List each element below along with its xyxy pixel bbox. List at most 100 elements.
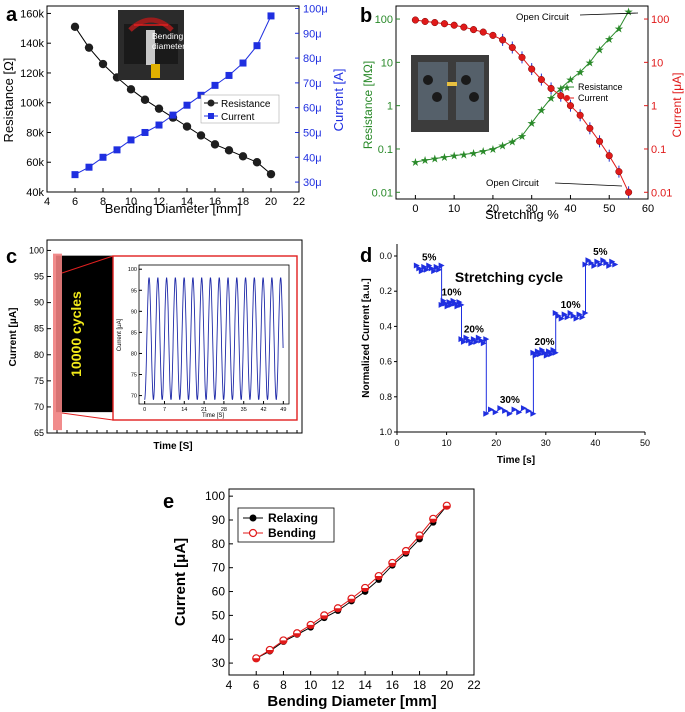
inset-photo-b (411, 55, 489, 132)
inset-y-tick-label-c: 70 (131, 394, 137, 400)
resistance-point-a (266, 169, 276, 179)
resistance-point-a (98, 59, 108, 69)
current-point-d (431, 268, 438, 275)
x-tick-label-e: 8 (280, 678, 287, 692)
plot-frame-c (46, 239, 303, 434)
y-tick-label-d: 0.0 (379, 251, 392, 261)
current-point-d (418, 268, 425, 275)
current-point-b (586, 124, 594, 132)
y-tick-label-e: 100 (205, 489, 225, 503)
current-point-d (525, 407, 532, 414)
current-point-d (552, 349, 559, 356)
inset-y-tick-label-c: 80 (131, 351, 137, 357)
legend-marker-current (208, 113, 214, 119)
y2-tick-label-b: 0.01 (651, 187, 672, 199)
y-tick-label-c: 70 (34, 402, 44, 412)
x-axis-label-c: Time [S] (153, 441, 192, 452)
y2-axis-label-a: Current [A] (331, 69, 346, 132)
y2-tick-label-b: 100 (651, 14, 669, 26)
current-point-b (489, 31, 497, 39)
resistance-point-a (238, 152, 248, 161)
y2-tick-label-a: 50μ (303, 127, 322, 139)
inset-label-a: Bending diameter (152, 31, 185, 51)
x-tick-label-d: 0 (394, 438, 399, 448)
x-tick-label-e: 20 (440, 678, 454, 692)
y-axis-label-a: Resistance [Ω] (1, 58, 16, 143)
inset-x-tick-label-c: 7 (163, 407, 166, 413)
y2-tick-label-a: 100μ (303, 3, 328, 15)
inset-y-tick-label-c: 75 (131, 373, 137, 379)
resistance-point-b: ★ (604, 34, 614, 46)
current-point-a (253, 42, 261, 50)
step-label-d: 20% (535, 337, 555, 348)
y-tick-label-a: 80k (26, 127, 44, 139)
y2-tick-label-a: 60μ (303, 103, 322, 115)
y-tick-label-b: 0.01 (372, 187, 393, 199)
panel-letter-c: c (6, 246, 17, 268)
current-point-d (541, 349, 548, 356)
panel-letter-a: a (6, 4, 18, 26)
y-axis-label-b: Resistance [MΩ] (361, 61, 375, 149)
resistance-point-b: ★ (420, 155, 430, 167)
x-tick-label-a: 8 (100, 196, 106, 208)
bending-point-fill-e (361, 587, 369, 592)
current-point-b (518, 53, 526, 61)
inset-label-text-2: diameter (152, 41, 185, 51)
y-tick-label-c: 95 (34, 272, 44, 282)
inset-current-trace-c (144, 277, 284, 400)
current-point-b (431, 18, 439, 27)
current-point-d (492, 409, 499, 416)
plot-frame-a (46, 5, 300, 193)
chart-b: 0 10 20 30 40 50 60 0.01 0.1 1 10 100 0.01 0.1 1 10 100 ★… (361, 5, 684, 222)
y2-tick-label-a: 30μ (303, 177, 322, 189)
inset-frame-c (138, 264, 290, 405)
y-tick-label-b: 0.1 (378, 144, 393, 156)
current-point-b (469, 26, 478, 34)
step-label-d: 30% (500, 395, 520, 406)
resistance-point-b: ★ (478, 146, 488, 158)
current-point-d (573, 315, 580, 322)
current-point-b (576, 111, 584, 119)
resistance-point-b: ★ (498, 141, 508, 153)
y-tick-label-d: 0.6 (379, 357, 392, 367)
current-point-d (550, 346, 557, 353)
current-point-d (433, 263, 440, 270)
resistance-point-b: ★ (546, 93, 556, 105)
inset-photo-a: Bending diameter (118, 10, 185, 80)
x-tick-label-e: 10 (304, 678, 318, 692)
step-label-d: 10% (442, 288, 462, 299)
current-point-d (483, 336, 490, 343)
current-point-d (579, 314, 586, 321)
y-tick-label-a: 100k (20, 98, 44, 110)
zoom-line-top (61, 255, 114, 274)
plot-frame-e (228, 488, 475, 676)
current-point-b (479, 28, 487, 36)
legend-label-resistance: Resistance (221, 99, 271, 110)
current-point-d (446, 299, 453, 306)
resistance-point-b: ★ (527, 118, 537, 130)
y-tick-label-d: 0.2 (379, 286, 392, 296)
current-point-b (566, 102, 575, 110)
step-label-d: 5% (593, 247, 608, 258)
resistance-point-b: ★ (595, 44, 605, 56)
y-tick-label-a: 40k (26, 187, 44, 199)
resistance-point-a (224, 146, 234, 155)
y2-tick-label-a: 90μ (303, 28, 322, 40)
y2-tick-label-a: 40μ (303, 152, 322, 164)
y2-tick-label-b: 10 (651, 57, 663, 69)
bending-point-fill-e (443, 505, 451, 510)
x-tick-label-a: 6 (72, 196, 78, 208)
inset-x-tick-label-c: 28 (221, 407, 227, 413)
resistance-point-a (126, 85, 136, 94)
y-tick-label-c: 80 (34, 350, 44, 360)
current-point-d (475, 334, 482, 341)
current-point-b (537, 76, 545, 84)
y2-tick-label-a: 70μ (303, 78, 322, 90)
current-point-a (155, 121, 163, 129)
current-point-a (267, 12, 275, 20)
current-point-b (557, 92, 565, 100)
inset-y-tick-label-c: 90 (131, 309, 137, 315)
x-tick-label-b: 20 (487, 203, 499, 215)
annotation-arrow-bottom (554, 182, 623, 187)
x-tick-label-a: 12 (153, 196, 165, 208)
